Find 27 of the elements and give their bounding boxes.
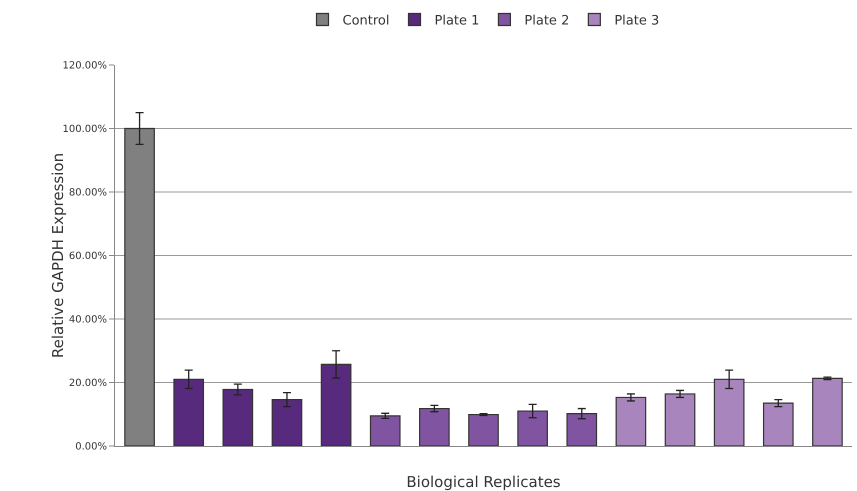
bar [173,378,204,446]
bar [812,378,843,446]
x-axis-title: Biological Replicates [406,473,561,491]
y-tick-label: 80.00% [68,188,107,198]
y-tick-label: 100.00% [62,124,107,135]
bar [419,408,450,446]
bar [714,378,745,446]
bar [762,402,794,446]
bar [320,364,352,446]
legend-label: Plate 2 [524,14,570,29]
bar [616,396,646,446]
bar [272,399,302,446]
legend-label: Control [342,14,390,29]
y-tick-label: 20.00% [68,378,107,389]
y-tick-label: 40.00% [68,314,107,326]
y-axis-title: Relative GAPDH Expression [48,152,67,358]
y-tick-label: 60.00% [68,251,107,262]
bar [517,410,548,446]
y-tick-label: 120.00% [62,60,107,72]
legend-label: Plate 1 [434,14,480,29]
bar [222,388,254,446]
bar [664,393,696,446]
bar [566,413,598,446]
bar [468,414,499,446]
legend-label: Plate 3 [614,14,660,29]
bar [370,415,401,446]
y-tick-label: 0.00% [75,442,107,452]
